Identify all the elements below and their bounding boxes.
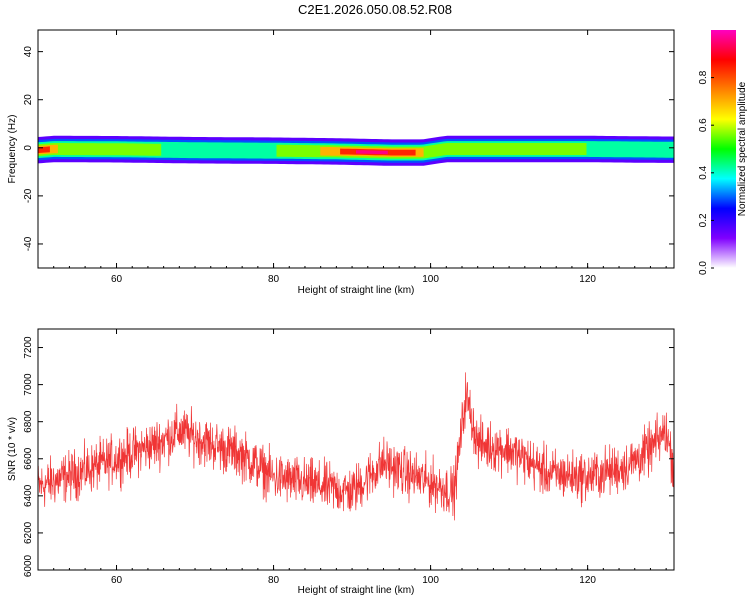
snr-x-tick-label: 80	[268, 575, 280, 586]
snr-y-tick-label: 7200	[23, 336, 34, 359]
snr-x-ticks: 60 80 100 120	[37, 329, 667, 586]
spectrogram-y-tick-label: -20	[23, 188, 34, 203]
spectral-band-contour	[356, 150, 388, 155]
colorbar-tick-label: 0.6	[698, 118, 709, 132]
colorbar-ticks: 0.0 0.2 0.4 0.6 0.8	[698, 70, 714, 275]
snr-y-tick-label: 6600	[23, 447, 34, 470]
spectral-band-contour	[38, 143, 162, 157]
colorbar-tick-label: 0.0	[698, 261, 709, 275]
snr-x-label: Height of straight line (km)	[298, 585, 415, 596]
snr-x-tick-label: 120	[579, 575, 596, 586]
spectrogram-y-ticks: -40 -20 0 20 40	[23, 46, 674, 251]
spectrogram-x-tick-label: 120	[579, 274, 596, 285]
snr-y-tick-label: 6400	[23, 484, 34, 507]
spectrogram-y-tick-label: -40	[23, 236, 34, 251]
spectrogram-panel: 60 80 100 120 -40 -20 0 20 40 Height of straigh…	[7, 29, 675, 296]
colorbar-tick-label: 0.2	[698, 213, 709, 227]
colorbar-tick-label: 0.8	[698, 70, 709, 84]
spectrogram-x-tick-label: 100	[422, 274, 439, 285]
snr-panel: 60 80 100 120 6000620064006600680070007200 …	[7, 328, 675, 596]
snr-x-tick-label: 60	[111, 575, 123, 586]
spectrogram-x-tick-label: 60	[111, 274, 123, 285]
spectrogram-border	[37, 29, 675, 269]
snr-x-tick-label: 100	[422, 575, 439, 586]
snr-y-ticks: 6000 6200 6400 6600 6800 7000 7200	[23, 336, 674, 577]
spectrogram-x-tick-label: 80	[268, 274, 280, 285]
spectrogram-y-tick-label: 40	[23, 46, 34, 58]
snr-frame	[38, 329, 674, 570]
snr-y-tick-label: 6000	[23, 554, 34, 577]
spectrogram-y-tick-label: 20	[23, 94, 34, 106]
spectrogram-y-tick-label: 0	[23, 145, 34, 151]
spectrogram-x-ticks: 60 80 100 120	[37, 30, 667, 285]
colorbar-tick-label: 0.4	[698, 165, 709, 179]
snr-y-tick-label: 6200	[23, 521, 34, 544]
snr-y-tick-label: 6800	[23, 410, 34, 433]
colorbar: 0.0 0.2 0.4 0.6 0.8 Normalized spectral ampl…	[698, 30, 748, 275]
spectrogram-y-label: Frequency (Hz)	[7, 115, 18, 184]
snr-y-tick-label: 7000	[23, 373, 34, 396]
snr-series-line	[38, 372, 674, 521]
snr-border	[37, 328, 675, 571]
snr-y-label: SNR (10 * v/v)	[7, 417, 18, 481]
colorbar-gradient	[711, 30, 736, 268]
page-title: C2E1.2026.050.08.52.R08	[298, 2, 452, 17]
spectrogram-x-label: Height of straight line (km)	[298, 285, 415, 296]
spectral-band	[38, 135, 674, 166]
colorbar-label: Normalized spectral amplitude	[737, 81, 748, 216]
